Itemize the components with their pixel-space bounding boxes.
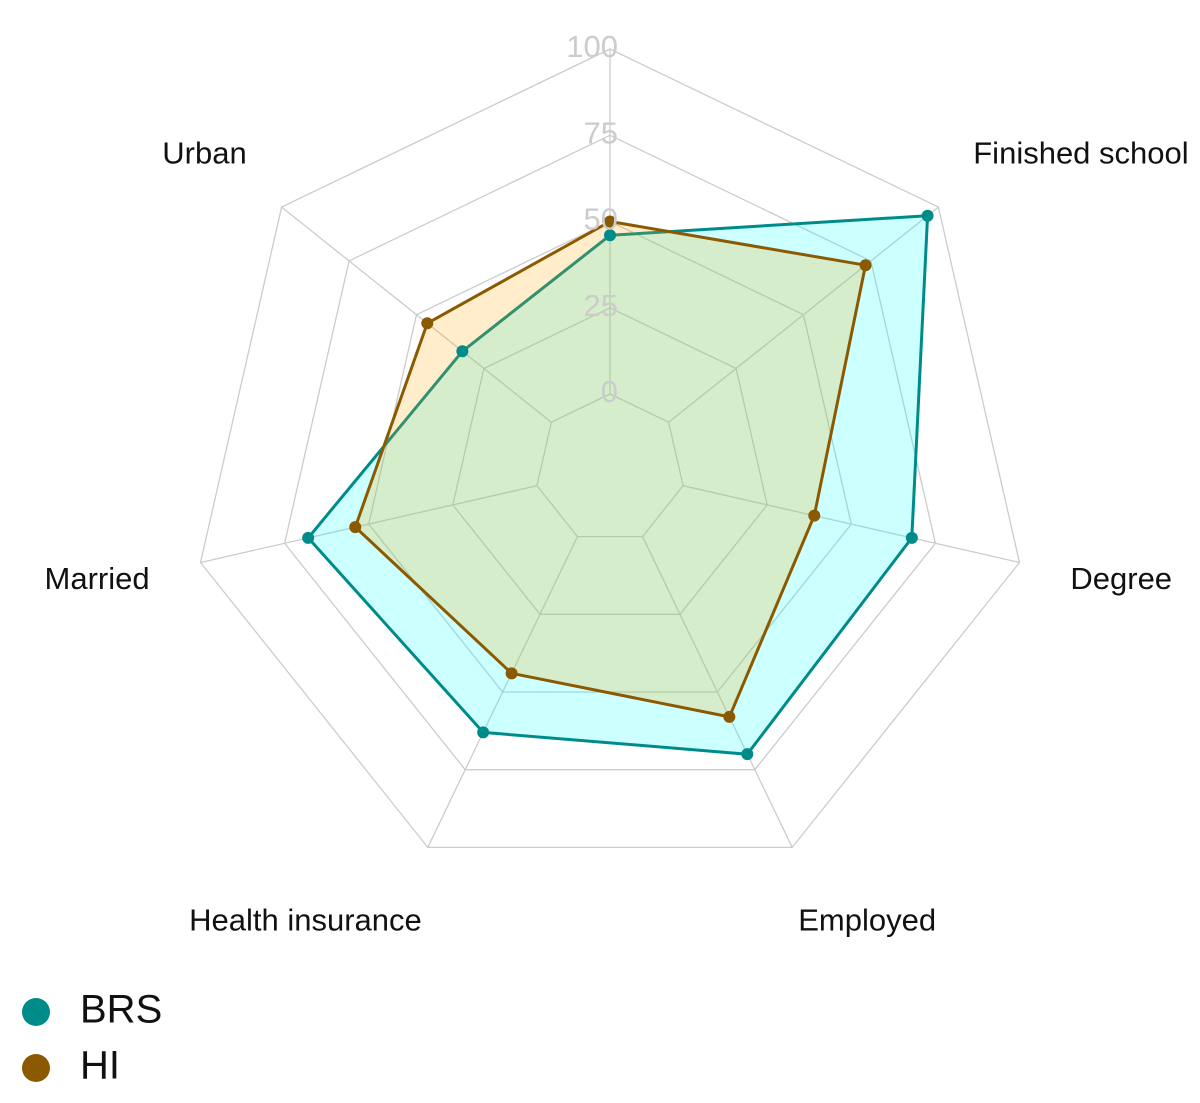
tick-label: 75 xyxy=(584,115,618,150)
data-point-hi xyxy=(421,317,434,330)
series-area-brs xyxy=(306,214,930,756)
grid-ring-100 xyxy=(199,48,1021,849)
series-area-hi xyxy=(353,220,867,719)
tick-label: 100 xyxy=(566,29,618,64)
radial-tick-labels: 0 25 50 75 100 xyxy=(566,29,618,409)
data-point-brs xyxy=(921,209,934,222)
grid-ring-0 xyxy=(536,393,684,538)
legend-marker-brs xyxy=(22,998,50,1026)
grid-ring-25 xyxy=(452,307,768,615)
spoke-line xyxy=(668,206,939,423)
axis-label: Urban xyxy=(162,136,246,171)
axis-labels: MaleFinished schoolDegreeEmployedHealth … xyxy=(45,136,1189,938)
axis-label: Finished school xyxy=(973,136,1188,171)
spoke-line xyxy=(200,485,538,564)
tick-label: 0 xyxy=(601,374,618,409)
tick-label: 50 xyxy=(584,202,618,237)
data-point-brs xyxy=(604,229,616,242)
legend-label: HI xyxy=(80,1044,120,1088)
axis-label: Employed xyxy=(798,902,936,937)
tick-label: 25 xyxy=(584,288,618,323)
data-point-brs xyxy=(456,345,469,358)
grid-ring-75 xyxy=(283,134,937,771)
data-point-brs xyxy=(905,531,918,544)
axis-label: Degree xyxy=(1070,561,1172,596)
legend-label: BRS xyxy=(80,988,162,1032)
legend-marker-hi xyxy=(22,1054,50,1082)
data-point-hi xyxy=(349,521,362,534)
data-point-brs xyxy=(302,531,315,544)
spoke-line xyxy=(641,536,793,848)
spoke-line xyxy=(281,206,552,423)
spoke-line xyxy=(682,485,1020,564)
data-point-brs xyxy=(477,726,490,739)
data-point-hi xyxy=(723,710,736,723)
data-point-hi xyxy=(808,509,821,522)
series-layer xyxy=(302,209,934,761)
axis-label: Married xyxy=(45,561,150,596)
axis-label: Health insurance xyxy=(189,902,422,937)
data-point-hi xyxy=(505,667,518,680)
spoke-line xyxy=(427,536,579,848)
data-point-hi xyxy=(859,259,872,272)
data-point-hi xyxy=(604,215,616,228)
legend: BRS HI xyxy=(22,988,162,1088)
data-point-brs xyxy=(741,748,754,761)
